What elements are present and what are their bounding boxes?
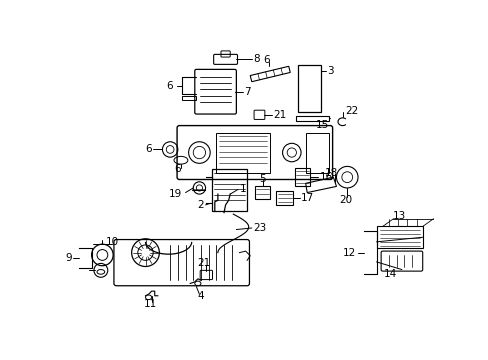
Text: 9: 9 [65, 253, 71, 263]
Bar [296, 116, 328, 121]
Text: 4: 4 [197, 291, 204, 301]
Text: 13: 13 [392, 211, 406, 221]
Text: 22: 22 [344, 106, 357, 116]
Text: 14: 14 [383, 269, 396, 279]
Text: 1: 1 [239, 184, 245, 194]
Bar [182, 95, 196, 100]
Text: 7: 7 [244, 87, 250, 97]
Text: 8: 8 [253, 54, 260, 64]
Text: 20: 20 [339, 195, 351, 205]
Text: 15: 15 [315, 120, 328, 130]
Text: 2: 2 [197, 200, 203, 210]
Text: 23: 23 [253, 223, 266, 233]
Text: 6: 6 [166, 81, 173, 91]
Text: 21: 21 [197, 258, 210, 267]
Bar [294, 168, 310, 186]
Text: 6: 6 [145, 144, 151, 154]
Bar [305, 132, 328, 172]
Text: 21: 21 [273, 110, 286, 120]
Text: 12: 12 [343, 248, 356, 258]
Text: 5: 5 [259, 174, 265, 184]
Bar [297, 65, 321, 112]
Text: 6: 6 [263, 55, 269, 65]
Text: 18: 18 [325, 167, 338, 177]
Text: 10: 10 [105, 237, 119, 247]
Bar [216, 132, 270, 172]
Bar [254, 186, 270, 199]
Text: 17: 17 [301, 193, 314, 203]
Text: 3: 3 [326, 66, 333, 76]
Text: 11: 11 [143, 299, 157, 309]
Bar [211, 170, 246, 211]
Text: 16: 16 [319, 172, 332, 182]
Bar [376, 226, 422, 248]
Text: 6: 6 [174, 165, 181, 175]
Bar [276, 191, 293, 205]
Text: 19: 19 [168, 189, 182, 199]
